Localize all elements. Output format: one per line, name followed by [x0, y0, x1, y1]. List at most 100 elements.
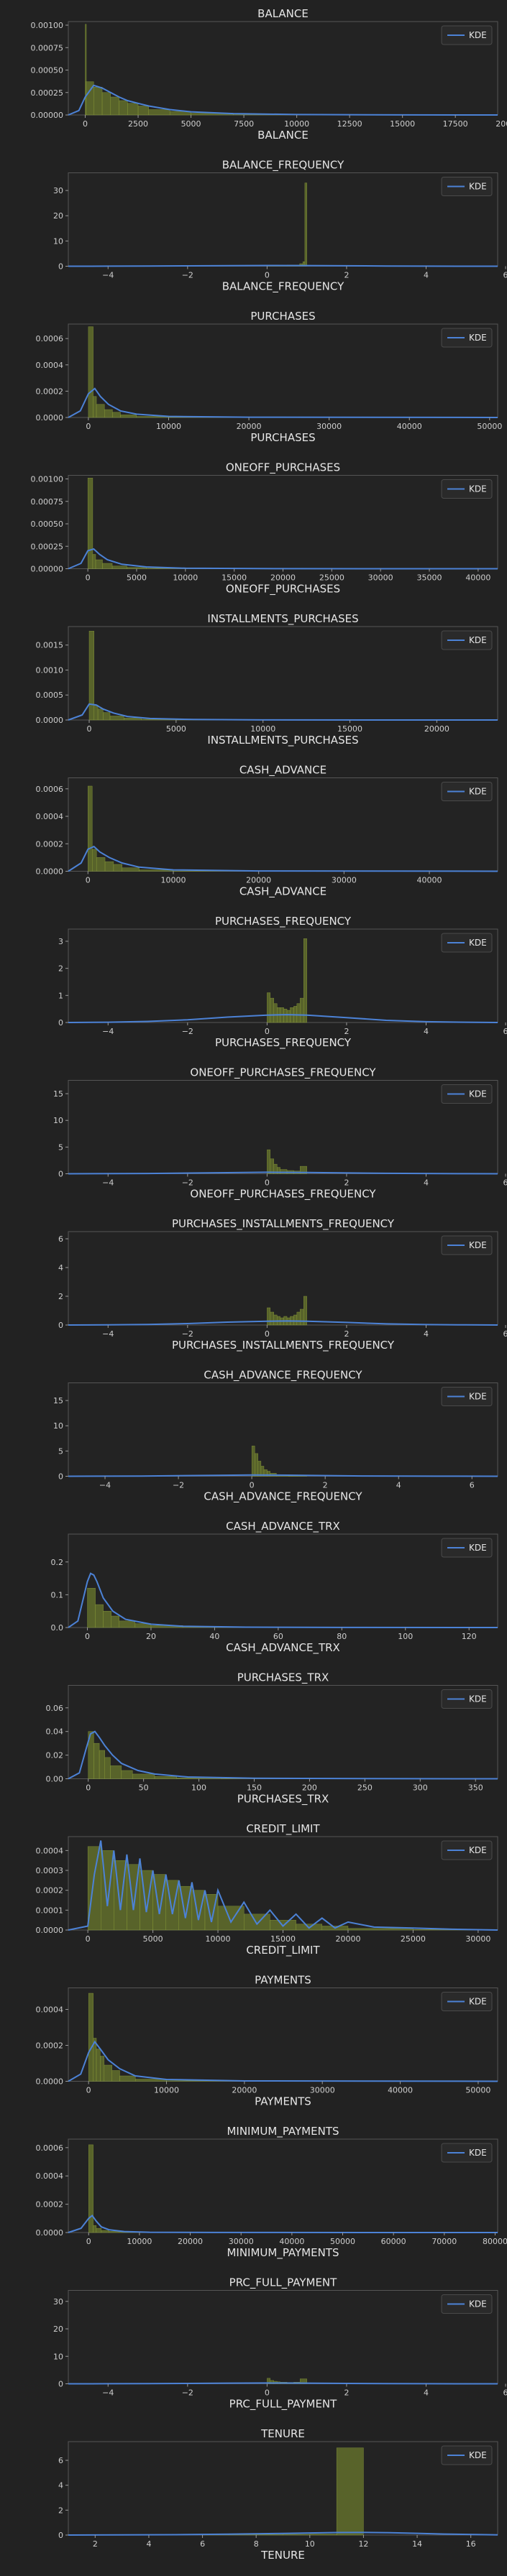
histogram-bar [104, 2064, 112, 2082]
legend: KDE [441, 25, 493, 45]
histogram-bar [111, 2070, 120, 2082]
chart-panel-10: 0 20 40 60 80 100 120 0.0 0.1 0.2 CASH_ADVANCE_TRX… [51, 1520, 498, 1655]
x-axis-label: CASH_ADVANCE_TRX [226, 1641, 340, 1655]
x-tick-label: 30000 [332, 876, 357, 885]
x-tick-label: 10000 [250, 724, 275, 734]
y-tick-label: 0.00 [46, 1775, 64, 1784]
chart-title: ONEOFF_PURCHASES_FREQUENCY [190, 1066, 376, 1080]
x-tick-label: 4 [424, 1329, 429, 1339]
chart-title: CASH_ADVANCE [239, 764, 326, 777]
legend-label: KDE [469, 2299, 487, 2309]
histogram-bar [93, 396, 97, 418]
histogram-bar [101, 92, 111, 116]
plot-area [68, 1533, 498, 1628]
x-tick-label: 20000 [246, 876, 271, 885]
histogram-bar [270, 1158, 274, 1174]
y-tick-label: 0 [58, 262, 63, 272]
chart-panel-5: 0 10000 20000 30000 40000 0.0000 0.0002 0.0004 0… [36, 764, 498, 899]
histogram-bar [300, 997, 304, 1023]
legend-label: KDE [469, 1997, 487, 2007]
x-axis-label: CASH_ADVANCE [239, 885, 326, 899]
x-tick-label: 350 [468, 1783, 483, 1793]
legend-box [441, 1387, 493, 1406]
x-tick-label: 2 [344, 1027, 349, 1036]
legend: KDE [441, 1992, 493, 2011]
x-tick-label: 30000 [229, 2237, 254, 2246]
x-tick-label: 6 [503, 1027, 507, 1036]
y-tick-label: 0.0002 [36, 1886, 64, 1896]
histogram-bar [267, 992, 271, 1023]
x-tick-label: 0 [86, 573, 91, 583]
legend-box [441, 1689, 493, 1709]
x-tick-label: 30000 [465, 1934, 490, 1944]
histogram-bar [104, 861, 114, 872]
kde-line [68, 1474, 498, 1477]
y-tick-label: 0.00050 [31, 520, 64, 529]
plot-area [68, 1382, 498, 1477]
x-axis-label: PURCHASES_INSTALLMENTS_FREQUENCY [172, 1339, 395, 1352]
histogram-bar [93, 704, 99, 721]
legend-box [441, 630, 493, 650]
y-tick-label: 0.00100 [31, 475, 64, 484]
chart-title: PURCHASES [250, 310, 315, 323]
kde-line [68, 2214, 498, 2233]
histogram-bar [102, 563, 113, 569]
histogram-bar [93, 1742, 100, 1779]
histogram-bar [109, 2231, 119, 2233]
x-tick-label: 20000 [495, 119, 507, 129]
y-tick-label: 0.06 [46, 1704, 64, 1713]
legend-label: KDE [469, 182, 487, 192]
chart-panel-15: −4 −2 0 2 4 6 0 10 20 30 PRC_FULL_PAYMENT PRC_FULL_… [53, 2276, 507, 2411]
x-axis-label: PRC_FULL_PAYMENT [229, 2398, 338, 2411]
x-tick-label: −2 [182, 2388, 193, 2398]
legend-label: KDE [469, 30, 487, 40]
y-tick-label: 15 [53, 1089, 63, 1099]
x-tick-label: 70000 [431, 2237, 457, 2246]
histogram-bar [104, 409, 113, 418]
x-tick-label: −4 [99, 1481, 111, 1490]
x-axis-label: TENURE [260, 2549, 305, 2562]
kde-line [68, 1014, 498, 1023]
y-tick-label: 5 [58, 1446, 63, 1456]
histogram-bar [113, 864, 122, 872]
kde-line [68, 264, 498, 267]
y-tick-label: 0.0 [51, 1623, 64, 1633]
histogram-bar [148, 109, 170, 116]
x-tick-label: 50 [139, 1783, 149, 1793]
legend: KDE [441, 2445, 493, 2465]
kde-line [68, 1730, 498, 1780]
histogram-bar [109, 716, 124, 721]
x-tick-label: 300 [413, 1783, 428, 1793]
histogram-bar [87, 1588, 96, 1628]
x-tick-label: 10000 [156, 422, 181, 431]
x-tick-label: 100 [191, 1783, 206, 1793]
y-tick-label: 1 [58, 991, 63, 1000]
plot-area [68, 777, 498, 872]
chart-title: PRC_FULL_PAYMENT [229, 2276, 338, 2290]
chart-panel-1: −4 −2 0 2 4 6 0 10 20 30 BALANCE_FREQUENCY BALANCE_… [53, 159, 507, 294]
histogram-bar [296, 1311, 301, 1326]
chart-title: CREDIT_LIMIT [246, 1822, 320, 1836]
x-tick-label: 0 [86, 422, 91, 431]
x-tick-label: 17500 [443, 119, 468, 129]
chart-title: PURCHASES_INSTALLMENTS_FREQUENCY [172, 1217, 395, 1231]
legend-box [441, 2294, 493, 2314]
x-tick-label: 20000 [424, 724, 449, 734]
chart-panel-9: −4 −2 0 2 4 6 0 5 10 15 CASH_ADVANCE_FREQUENCY CASH… [53, 1369, 498, 1504]
histogram-bar [283, 2534, 311, 2536]
chart-title: BALANCE_FREQUENCY [222, 159, 344, 172]
legend-box [441, 1538, 493, 1558]
x-tick-label: 40 [209, 1632, 219, 1641]
legend: KDE [441, 1538, 493, 1558]
plot-area [68, 2138, 498, 2233]
x-tick-label: −4 [102, 1178, 114, 1188]
plot-area [68, 21, 498, 116]
histogram-bar [95, 1604, 104, 1628]
x-tick-label: 40000 [397, 422, 422, 431]
legend: KDE [441, 328, 493, 348]
chart-title: PURCHASES_FREQUENCY [215, 915, 352, 928]
x-tick-label: 15000 [390, 119, 415, 129]
histogram-bar [293, 1314, 298, 1326]
x-axis-label: INSTALLMENTS_PURCHASES [207, 734, 358, 747]
